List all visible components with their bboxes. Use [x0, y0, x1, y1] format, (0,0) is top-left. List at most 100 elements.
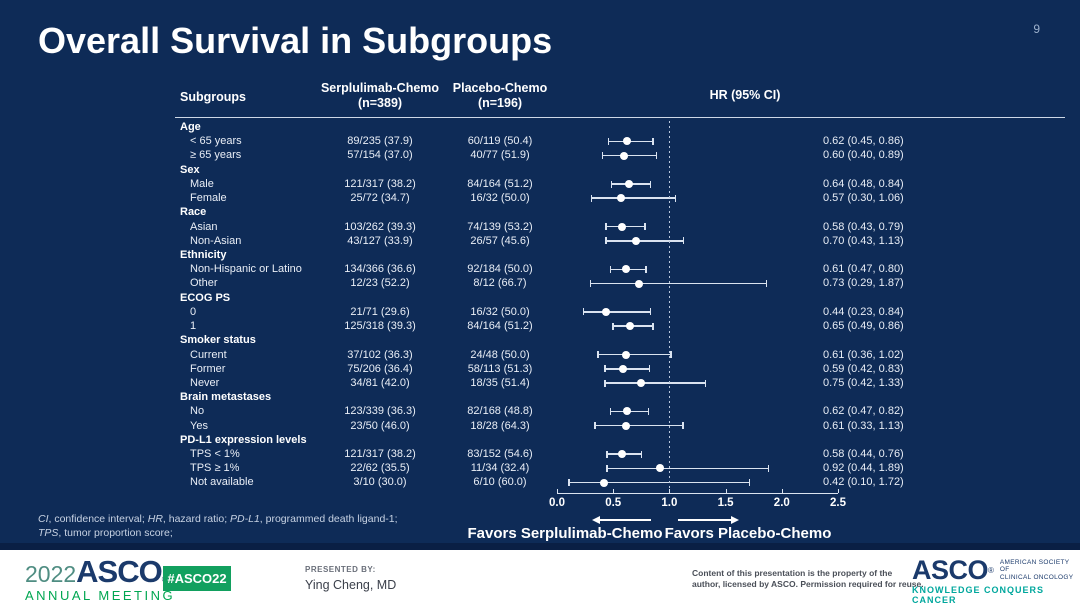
hr-point-marker — [635, 279, 644, 288]
serplulimab-value: 121/317 (38.2) — [344, 177, 416, 190]
col-header-placebo-n: (n=196) — [477, 96, 523, 110]
placebo-value: 6/10 (60.0) — [473, 476, 527, 489]
ci-whisker — [601, 152, 658, 160]
society-name-line2: CLINICAL ONCOLOGY — [999, 573, 1074, 581]
group-label: ECOG PS — [180, 291, 231, 304]
axis-tick-label: 0.0 — [549, 497, 565, 509]
forest-plot-cell — [557, 404, 838, 418]
placebo-value: 60/119 (50.4) — [467, 135, 533, 148]
table-row: Non-Asian 43/127 (33.9) 26/57 (45.6) 0.70 (… — [175, 234, 1065, 248]
hr-point-marker — [600, 478, 609, 487]
placebo-value: 84/164 (51.2) — [467, 320, 533, 333]
hr-ci-value: 0.59 (0.42, 0.83) — [823, 362, 904, 375]
placebo-value: 74/139 (53.2) — [467, 220, 533, 233]
table-row: Former 75/206 (36.4) 58/113 (51.3) 0.59 (0.… — [175, 362, 1065, 376]
table-row: < 65 years 89/235 (37.9) 60/119 (50.4) 0.62… — [175, 134, 1065, 148]
forest-plot-cell — [557, 362, 838, 376]
table-row: Female 25/72 (34.7) 16/32 (50.0) 0.57 (0.30… — [175, 191, 1065, 205]
ci-cap-right — [682, 422, 684, 430]
hr-point-marker — [621, 421, 630, 430]
forest-plot-cell — [557, 134, 838, 148]
forest-plot-cell — [557, 475, 838, 489]
placebo-value: 18/28 (64.3) — [470, 419, 530, 432]
hr-point-marker — [622, 137, 631, 146]
ci-whisker — [568, 479, 751, 487]
hr-ci-value: 0.61 (0.47, 0.80) — [823, 263, 904, 276]
hr-point-marker — [618, 450, 627, 459]
subgroup-label: Current — [190, 348, 227, 361]
logo-asco-text: ASCO — [76, 554, 163, 589]
hr-ci-value: 0.58 (0.43, 0.79) — [823, 220, 904, 233]
table-row: 0 21/71 (29.6) 16/32 (50.0) 0.44 (0.23, 0.8… — [175, 305, 1065, 319]
ci-whisker — [605, 237, 684, 245]
ci-whisker — [594, 422, 684, 430]
x-axis: 0.0 0.5 1.0 1.5 2.0 2.5 — [549, 489, 846, 513]
group-label: Age — [180, 121, 201, 133]
ci-cap-right — [644, 223, 646, 231]
hr-ci-value: 0.64 (0.48, 0.84) — [823, 177, 904, 190]
ci-whisker — [604, 379, 707, 387]
group-header-row: Smoker status — [175, 333, 1065, 347]
subgroup-label: TPS < 1% — [190, 448, 240, 461]
hr-point-marker — [656, 464, 665, 473]
ci-cap-right — [767, 464, 770, 472]
ci-cap-left — [607, 137, 610, 145]
hr-ci-value: 0.61 (0.33, 1.13) — [823, 419, 904, 432]
table-row: Male 121/317 (38.2) 84/164 (51.2) 0.64 (0.4… — [175, 177, 1065, 191]
serplulimab-value: 57/154 (37.0) — [347, 149, 413, 162]
ci-cap-left — [605, 237, 607, 245]
placebo-value: 84/164 (51.2) — [467, 177, 533, 190]
ci-cap-right — [645, 265, 647, 273]
ci-cap-right — [652, 137, 654, 145]
table-header: Subgroups Serplulimab-Chemo (n=389) Plac… — [175, 78, 1065, 116]
group-label: PD-L1 expression levels — [180, 433, 307, 446]
table-row: TPS < 1% 121/317 (38.2) 83/152 (54.6) 0.58 … — [175, 447, 1065, 461]
table-row: 1 125/318 (39.3) 84/164 (51.2) 0.65 (0.49, … — [175, 319, 1065, 333]
ci-cap-right — [674, 194, 677, 202]
subgroup-label: 0 — [190, 305, 197, 318]
hr-ci-value: 0.73 (0.29, 1.87) — [823, 277, 904, 290]
ci-whisker — [590, 194, 677, 202]
ci-whisker — [589, 280, 768, 288]
serplulimab-value: 34/81 (42.0) — [350, 376, 410, 389]
ci-cap-right — [748, 479, 751, 487]
col-header-placebo-name: Placebo-Chemo — [452, 81, 548, 95]
col-header-serplulimab: Serplulimab-Chemo (n=389) — [295, 81, 465, 111]
ci-whisker — [582, 308, 652, 316]
hr-ci-value: 0.92 (0.44, 1.89) — [823, 462, 904, 475]
ci-whisker — [597, 351, 672, 359]
serplulimab-value: 121/317 (38.2) — [344, 448, 416, 461]
ci-cap-left — [597, 351, 599, 359]
ci-cap-right — [655, 152, 658, 160]
footnote-line: TPS, tumor proportion score; — [38, 527, 398, 541]
footnote-segment: PD-L1 — [230, 513, 260, 525]
hr-point-marker — [617, 194, 626, 203]
group-header-row: Ethnicity — [175, 248, 1065, 262]
ci-cap-left — [589, 280, 592, 288]
ci-cap-right — [652, 322, 654, 330]
group-header-row: Age — [175, 120, 1065, 134]
forest-plot-cell — [557, 376, 838, 390]
ci-cap-left — [594, 422, 596, 430]
hr-point-marker — [618, 222, 627, 231]
subgroup-label: No — [190, 405, 205, 418]
footnote-segment: , programmed death ligand-1; — [259, 513, 398, 525]
ci-cap-right — [648, 365, 651, 373]
placebo-value: 8/12 (66.7) — [473, 277, 527, 290]
forest-plot-cell — [557, 319, 838, 333]
footnote-line: CI, confidence interval; HR, hazard rati… — [38, 513, 398, 527]
serplulimab-value: 23/50 (46.0) — [350, 419, 410, 432]
ci-cap-right — [649, 308, 652, 316]
forest-plot-cell — [557, 348, 838, 362]
placebo-value: 11/34 (32.4) — [470, 462, 530, 475]
subgroup-label: Asian — [190, 220, 218, 233]
group-label: Brain metastases — [180, 391, 272, 404]
group-label: Sex — [180, 163, 200, 176]
table-row: TPS ≥ 1% 22/62 (35.5) 11/34 (32.4) 0.92 (0.… — [175, 461, 1065, 475]
table-row: Non-Hispanic or Latino 134/366 (36.6) 92/1… — [175, 262, 1065, 276]
favors-left-arrow-icon — [592, 515, 651, 524]
